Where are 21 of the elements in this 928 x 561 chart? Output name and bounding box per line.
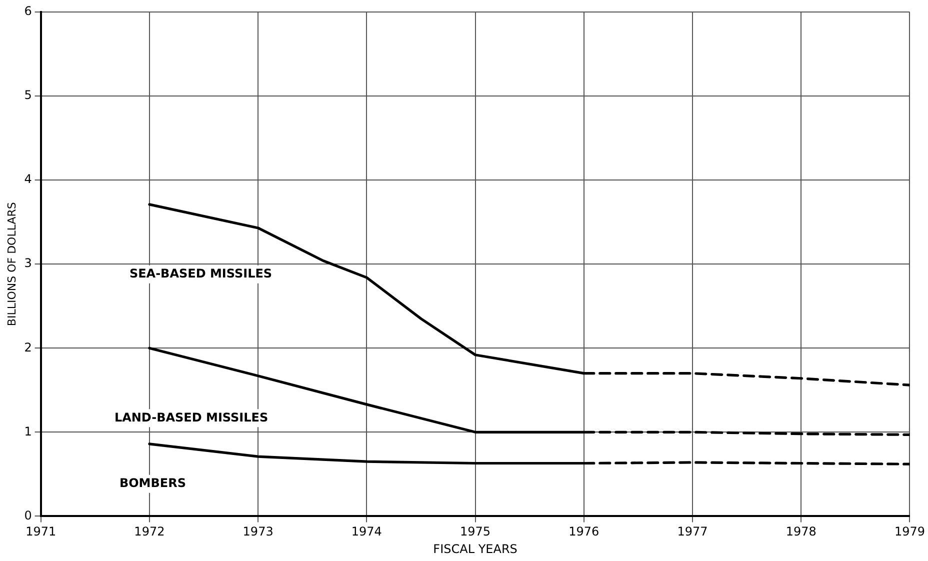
y-tick-label: 1 xyxy=(24,424,32,438)
text: BOMBERS xyxy=(119,476,186,490)
x-tick-label: 1978 xyxy=(786,524,816,539)
x-tick-label: 1971 xyxy=(26,524,56,539)
x-tick-label: 1977 xyxy=(677,524,708,539)
x-tick-label: 1976 xyxy=(568,524,600,539)
y-tick-label: 3 xyxy=(24,256,32,270)
y-axis-title: BILLIONS OF DOLLARS xyxy=(5,202,18,326)
y-tick-label: 4 xyxy=(24,172,32,186)
x-tick-label: 1974 xyxy=(351,524,382,539)
text: SEA-BASED MISSILES xyxy=(129,266,272,281)
x-tick-label: 1975 xyxy=(460,524,491,539)
y-tick-label: 0 xyxy=(24,508,32,522)
x-tick-label: 1973 xyxy=(242,524,274,539)
y-tick-label: 6 xyxy=(24,4,32,18)
y-tick-label: 5 xyxy=(24,88,32,102)
y-tick-label: 2 xyxy=(24,340,32,354)
text: LAND-BASED MISSILES xyxy=(114,410,268,424)
x-tick-label: 1972 xyxy=(134,524,165,539)
x-tick-label: 1979 xyxy=(894,524,926,539)
x-axis-title: FISCAL YEARS xyxy=(433,542,518,556)
